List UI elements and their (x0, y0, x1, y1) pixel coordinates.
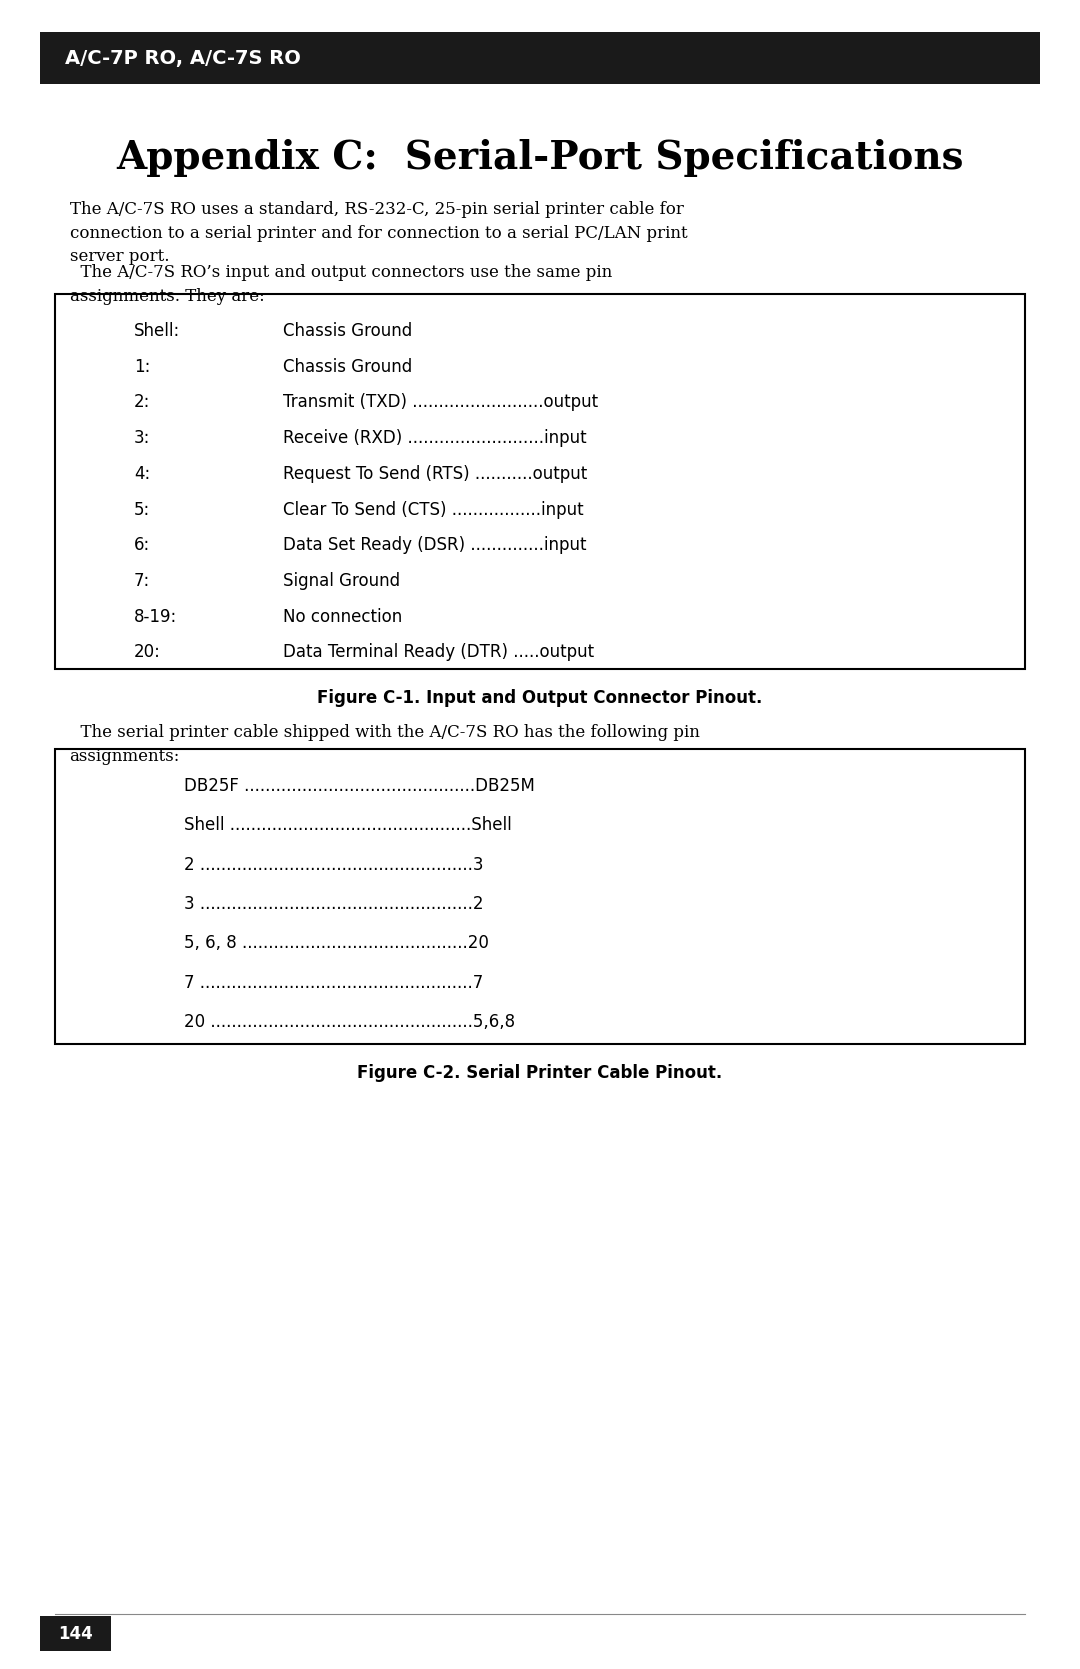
Text: Appendix C:  Serial-Port Specifications: Appendix C: Serial-Port Specifications (117, 139, 963, 177)
Text: Chassis Ground: Chassis Ground (283, 357, 411, 376)
FancyBboxPatch shape (55, 749, 1025, 1045)
Text: A/C-7P RO, A/C-7S RO: A/C-7P RO, A/C-7S RO (65, 48, 300, 67)
Text: 5, 6, 8 ...........................................20: 5, 6, 8 ................................… (184, 935, 488, 953)
Text: Request To Send (RTS) ...........output: Request To Send (RTS) ...........output (283, 466, 586, 482)
Text: 2 ....................................................3: 2 ......................................… (184, 856, 483, 873)
Text: The A/C-7S RO’s input and output connectors use the same pin
assignments. They a: The A/C-7S RO’s input and output connect… (69, 264, 612, 304)
Text: The A/C-7S RO uses a standard, RS-232-C, 25-pin serial printer cable for
connect: The A/C-7S RO uses a standard, RS-232-C,… (69, 200, 687, 265)
Text: 1:: 1: (134, 357, 150, 376)
Text: No connection: No connection (283, 608, 402, 626)
Text: Chassis Ground: Chassis Ground (283, 322, 411, 340)
FancyBboxPatch shape (40, 1616, 111, 1651)
Text: DB25F ............................................DB25M: DB25F ..................................… (184, 778, 535, 794)
Text: 3:: 3: (134, 429, 150, 447)
Text: 2:: 2: (134, 394, 150, 412)
Text: Signal Ground: Signal Ground (283, 572, 400, 591)
FancyBboxPatch shape (55, 294, 1025, 669)
Text: Transmit (TXD) .........................output: Transmit (TXD) .........................… (283, 394, 597, 412)
Text: Receive (RXD) ..........................input: Receive (RXD) ..........................… (283, 429, 586, 447)
Text: 6:: 6: (134, 536, 150, 554)
Text: Figure C-2. Serial Printer Cable Pinout.: Figure C-2. Serial Printer Cable Pinout. (357, 1065, 723, 1082)
FancyBboxPatch shape (40, 32, 1040, 83)
Text: 8-19:: 8-19: (134, 608, 177, 626)
Text: The serial printer cable shipped with the A/C-7S RO has the following pin
assign: The serial printer cable shipped with th… (69, 724, 700, 764)
Text: 20:: 20: (134, 644, 161, 661)
Text: 4:: 4: (134, 466, 150, 482)
Text: Figure C-1. Input and Output Connector Pinout.: Figure C-1. Input and Output Connector P… (318, 689, 762, 708)
Text: 7:: 7: (134, 572, 150, 591)
Text: Shell:: Shell: (134, 322, 180, 340)
Text: 3 ....................................................2: 3 ......................................… (184, 895, 483, 913)
Text: Data Terminal Ready (DTR) .....output: Data Terminal Ready (DTR) .....output (283, 644, 594, 661)
Text: Data Set Ready (DSR) ..............input: Data Set Ready (DSR) ..............input (283, 536, 586, 554)
Text: 144: 144 (58, 1624, 93, 1642)
Text: Clear To Send (CTS) .................input: Clear To Send (CTS) .................inp… (283, 501, 583, 519)
Text: 5:: 5: (134, 501, 150, 519)
Text: 7 ....................................................7: 7 ......................................… (184, 973, 483, 991)
Text: 20 ..................................................5,6,8: 20 .....................................… (184, 1013, 515, 1031)
Text: Shell ..............................................Shell: Shell ..................................… (184, 816, 511, 834)
